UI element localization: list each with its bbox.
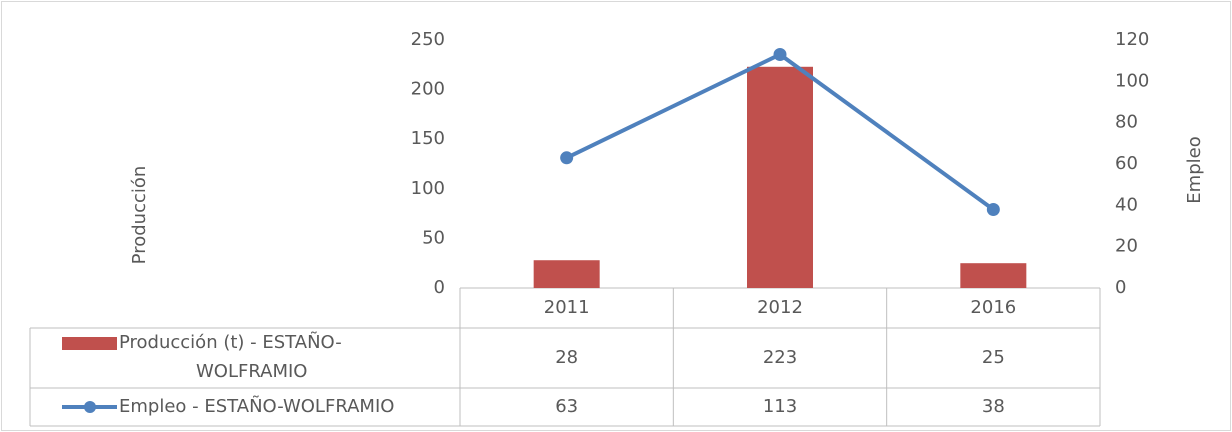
- x-tick-label: 2012: [757, 297, 803, 318]
- y2-tick-label: 60: [1115, 153, 1138, 174]
- table-value: 38: [982, 396, 1005, 417]
- table-value: 223: [763, 347, 797, 368]
- x-tick-label: 2016: [970, 297, 1016, 318]
- y-axis-title: Producción: [129, 166, 150, 265]
- line-marker: [773, 47, 787, 61]
- legend-key: [62, 337, 117, 350]
- legend-key: [84, 401, 96, 413]
- y2-tick-label: 120: [1115, 29, 1149, 50]
- y-tick-label: 50: [422, 227, 445, 248]
- line-marker: [986, 202, 1000, 216]
- x-tick-label: 2011: [544, 297, 590, 318]
- table-value: 28: [555, 347, 578, 368]
- line-marker: [560, 151, 574, 165]
- table-value: 25: [982, 347, 1005, 368]
- y-tick-label: 100: [411, 178, 445, 199]
- legend-label: Producción (t) - ESTAÑO-WOLFRAMIO: [119, 331, 342, 382]
- bar: [747, 66, 813, 288]
- y2-tick-label: 100: [1115, 70, 1149, 91]
- y-tick-label: 250: [411, 29, 445, 50]
- y-tick-label: 0: [434, 277, 445, 298]
- table-value: 113: [763, 396, 797, 417]
- table-value: 63: [555, 396, 578, 417]
- y2-axis-title: Empleo: [1184, 136, 1205, 203]
- y2-tick-label: 20: [1115, 236, 1138, 257]
- bar: [533, 260, 600, 288]
- bar: [960, 263, 1027, 288]
- y2-tick-label: 0: [1115, 277, 1126, 298]
- y2-tick-label: 80: [1115, 112, 1138, 133]
- y2-tick-label: 40: [1115, 194, 1138, 215]
- y-tick-label: 200: [411, 79, 445, 100]
- y-tick-label: 150: [411, 128, 445, 149]
- legend-label: Empleo - ESTAÑO-WOLFRAMIO: [119, 395, 394, 417]
